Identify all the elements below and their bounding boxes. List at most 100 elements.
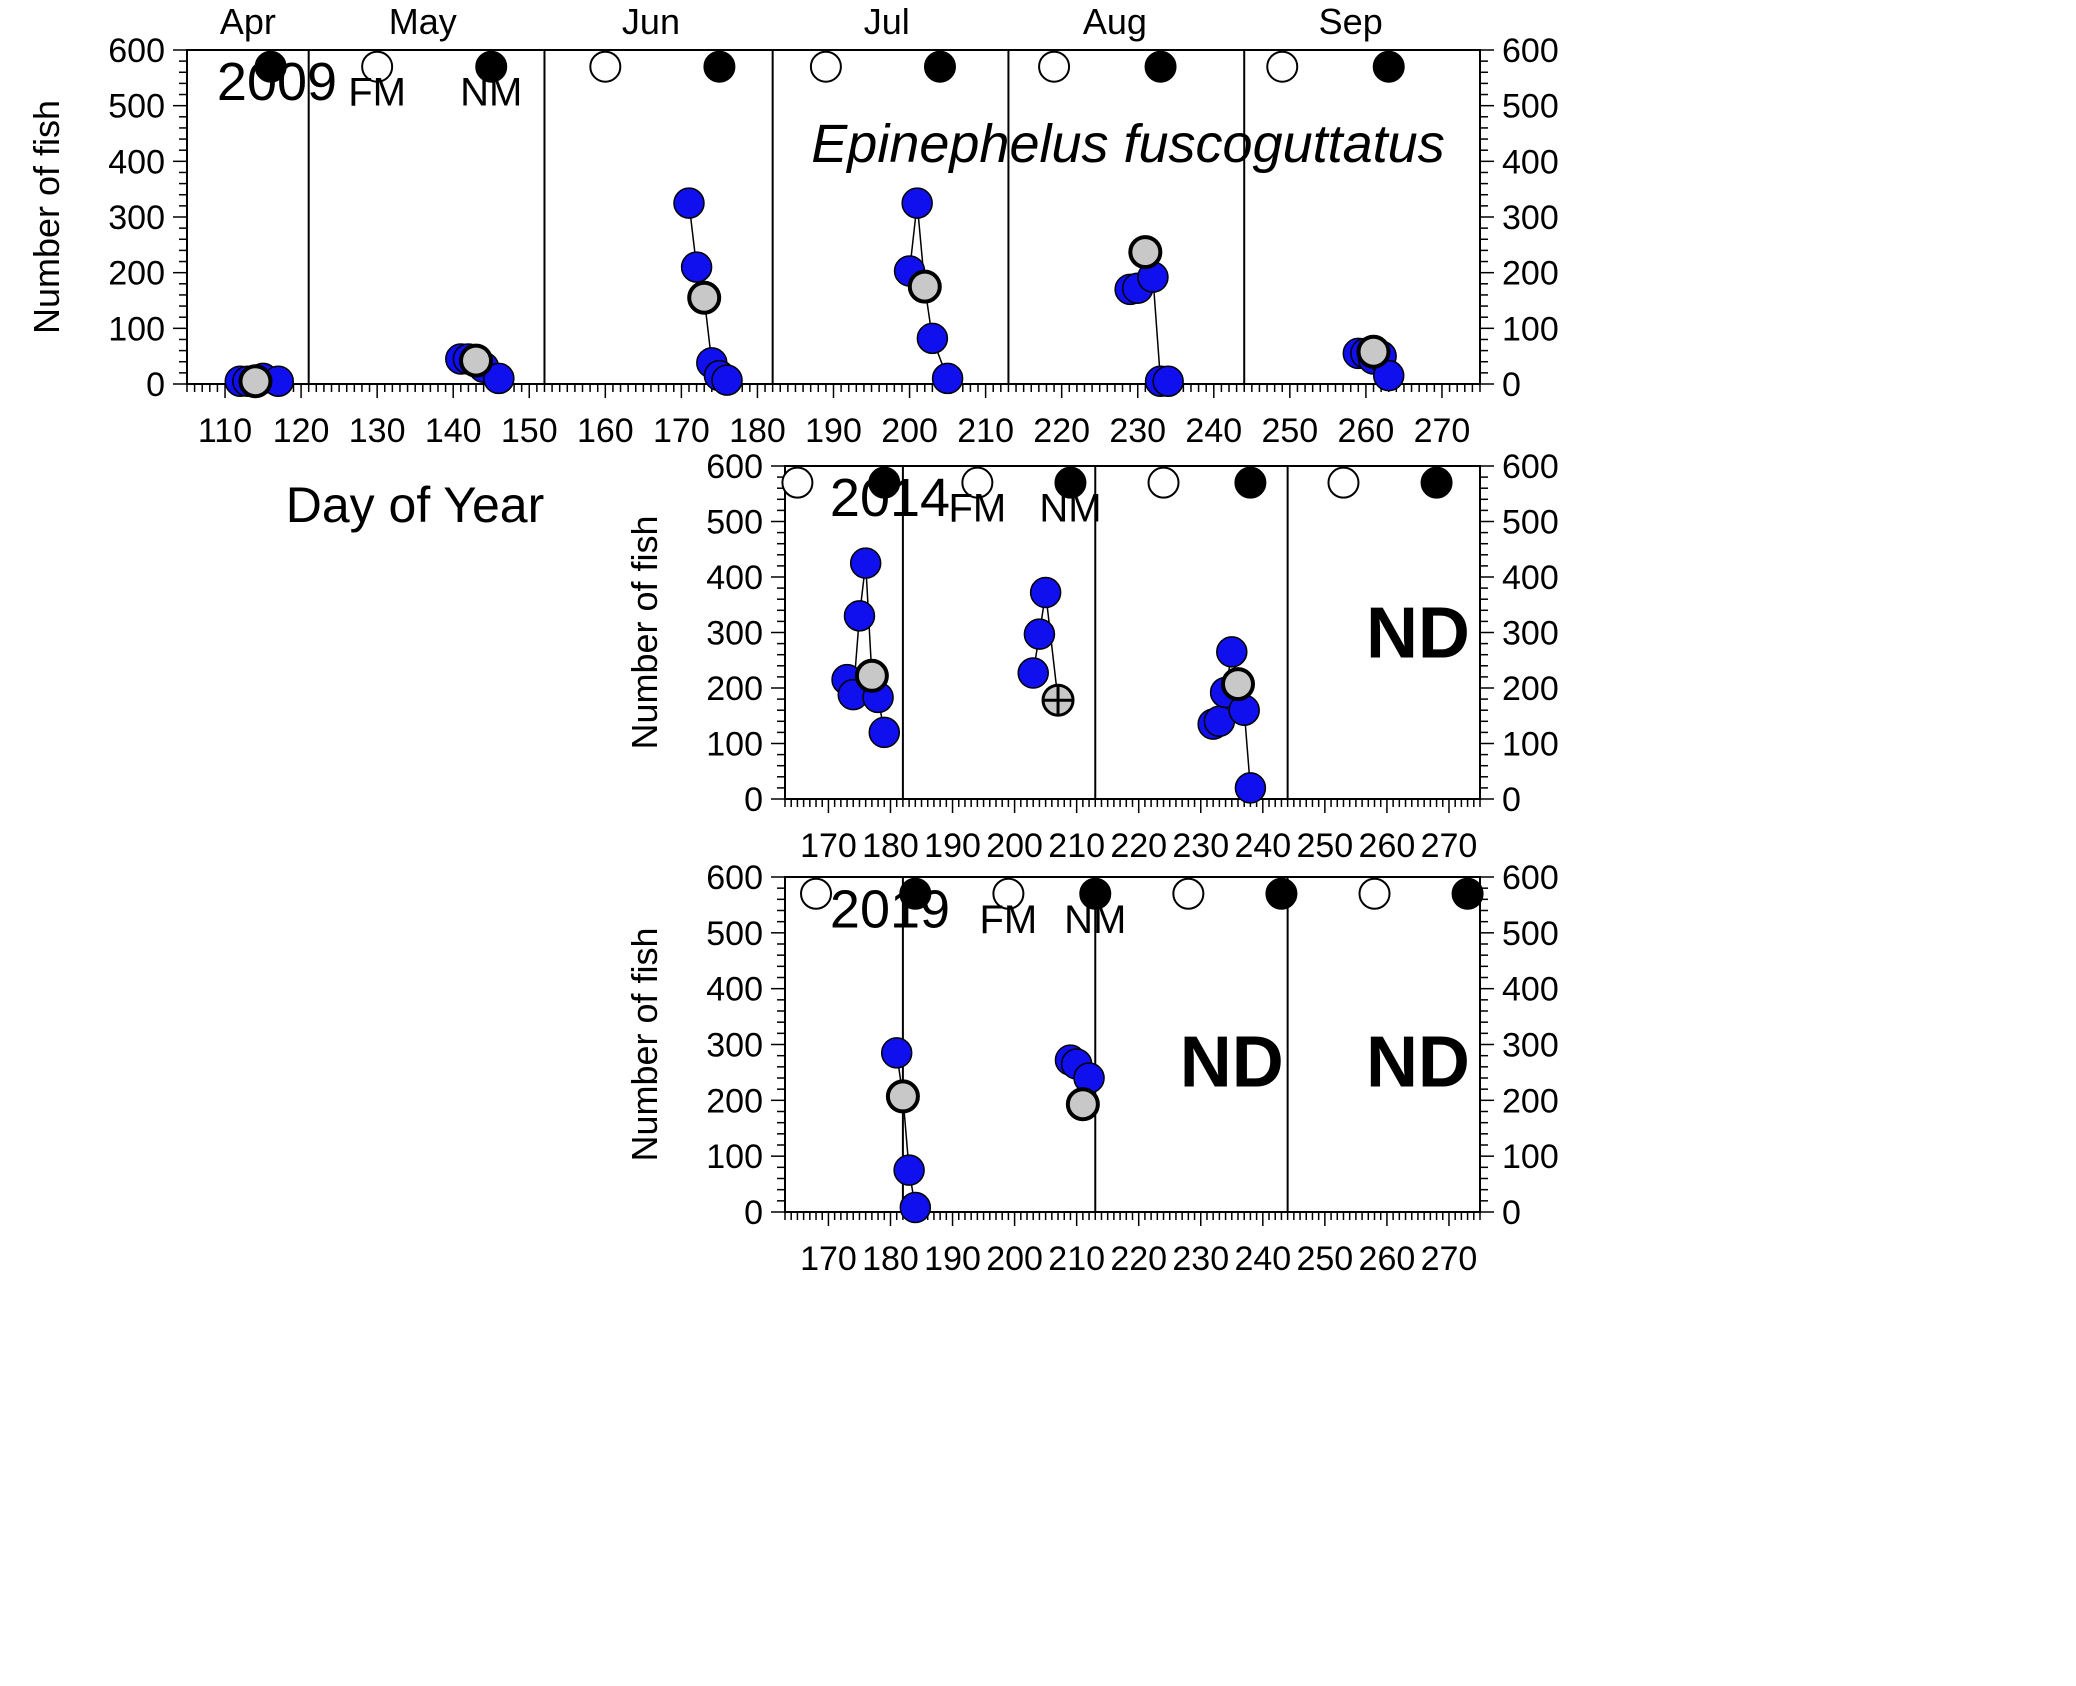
x-tick-label: 210 [957,412,1014,450]
data-point [843,600,876,632]
x-tick-label: 200 [986,1240,1043,1278]
full-moon-marker [1327,466,1360,499]
x-tick-label: 140 [425,412,482,450]
y-tick-label-right: 100 [1502,1138,1559,1176]
x-tick-label: 170 [800,827,857,865]
x-tick-label: 270 [1421,1240,1478,1278]
y-tick-label-right: 100 [1502,726,1559,764]
y-tick-label-left: 100 [108,310,165,348]
new-moon-marker [475,50,508,83]
full-moon-marker [1358,877,1391,910]
new-moon-marker [254,50,287,83]
x-tick-label: 220 [1110,1240,1167,1278]
no-data-label: ND [1180,1022,1284,1102]
data-point [680,251,713,283]
new-moon-marker [1420,466,1453,499]
new-moon-marker [868,466,901,499]
full-moon-marker [800,877,833,910]
y-tick-label-left: 200 [706,1082,763,1120]
y-axis-title: Number of fish [26,100,67,334]
x-tick-label: 180 [729,412,786,450]
data-point [483,362,515,395]
x-tick-label: 190 [924,827,981,865]
data-point [1023,618,1056,650]
x-tick-label: 270 [1414,412,1471,450]
moon-label: FM [980,898,1038,942]
x-tick-label: 180 [862,827,919,865]
year-label: 2019 [830,879,950,939]
x-tick-label: 250 [1296,827,1353,865]
y-tick-label-right: 500 [1502,88,1559,126]
y-tick-label-right: 400 [1502,971,1559,1009]
gray-data-point [1128,235,1163,270]
x-tick-label: 170 [653,412,710,450]
month-label: Jun [622,1,680,42]
y-tick-label-left: 600 [706,448,763,486]
new-moon-marker [923,50,956,83]
series-line [895,1052,917,1208]
x-tick-label: 250 [1261,412,1318,450]
x-tick-label: 190 [924,1240,981,1278]
panel-2009: 110 120 130 140 150 160 170 180 190 200 210 220 230 2… [26,1,1559,533]
y-tick-label-left: 300 [706,1027,763,1065]
y-axis-title: Number of fish [624,927,665,1161]
y-tick-label-right: 300 [1502,199,1559,237]
gray-data-point [459,343,494,378]
x-tick-label: 230 [1172,1240,1229,1278]
y-tick-label-left: 0 [744,1194,763,1232]
y-tick-label-right: 300 [1502,615,1559,653]
month-label: Jul [864,1,910,42]
y-tick-label-right: 400 [1502,559,1559,597]
gray-data-point [1356,334,1391,369]
x-tick-label: 110 [198,412,252,450]
new-moon-marker [1234,466,1267,499]
new-moon-marker [703,50,736,83]
y-tick-label-right: 0 [1502,781,1521,819]
x-tick-label: 240 [1185,412,1242,450]
data-point [1017,657,1049,689]
x-tick-label: 260 [1338,412,1395,450]
data-point [916,322,949,355]
moon-label: NM [1064,898,1126,942]
full-moon-marker [992,877,1025,910]
data-point [1029,576,1062,609]
full-moon-marker [781,466,814,499]
y-tick-label-left: 300 [706,615,763,653]
moon-label: FM [948,487,1006,531]
x-tick-label: 270 [1421,827,1478,865]
new-moon-marker [899,877,932,910]
y-tick-label-right: 600 [1502,859,1559,897]
y-tick-label-right: 500 [1502,504,1559,542]
y-tick-label-left: 100 [706,1138,763,1176]
y-tick-label-right: 600 [1502,32,1559,70]
x-tick-label: 190 [805,412,862,450]
data-point [931,362,964,395]
y-tick-label-left: 400 [706,971,763,1009]
no-data-label: ND [1366,1022,1470,1102]
data-point [711,364,743,396]
new-moon-marker [1079,877,1112,910]
y-tick-label-right: 600 [1502,448,1559,486]
gray-data-point [885,1079,920,1114]
x-tick-label: 260 [1359,827,1416,865]
y-tick-label-left: 600 [706,859,763,897]
x-tick-label: 230 [1109,412,1166,450]
gray-data-point [238,364,273,399]
full-moon-marker [1266,50,1299,83]
month-label: Sep [1319,1,1383,42]
data-point [901,187,933,219]
y-tick-label-right: 200 [1502,255,1559,293]
gray-data-point [907,269,942,304]
y-tick-label-right: 0 [1502,366,1521,404]
data-point [880,1037,913,1069]
y-tick-label-left: 500 [108,88,165,126]
full-moon-marker [961,466,994,499]
y-tick-label-right: 100 [1502,310,1559,348]
x-tick-label: 160 [577,412,634,450]
y-tick-label-left: 600 [108,32,165,70]
full-moon-marker [809,50,842,83]
y-tick-label-left: 0 [744,781,763,819]
x-tick-label: 250 [1296,1240,1353,1278]
y-tick-label-left: 300 [108,199,165,237]
